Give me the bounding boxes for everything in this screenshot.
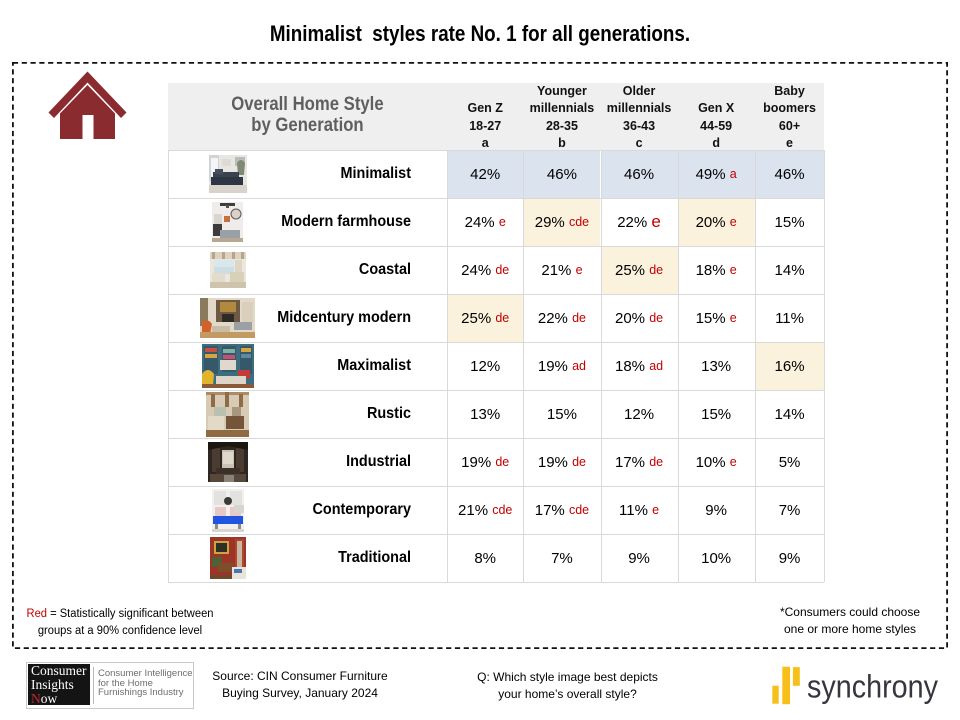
svg-text:synchrony: synchrony bbox=[807, 669, 939, 705]
